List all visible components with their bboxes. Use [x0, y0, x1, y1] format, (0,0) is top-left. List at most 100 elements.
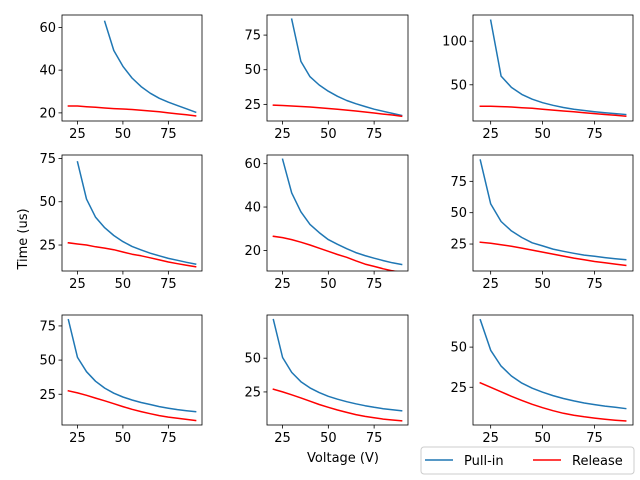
subplot-frame [61, 14, 203, 122]
subplot-series [479, 318, 627, 422]
x-tick-label: 25 [274, 127, 291, 142]
x-tick-label: 25 [274, 431, 291, 446]
series-line-pull-in [272, 318, 403, 412]
y-axis-label: Time (us) [16, 208, 31, 270]
subplot-frame [266, 314, 409, 426]
series-line-release [67, 105, 197, 117]
series-line-pull-in [76, 160, 197, 265]
y-tick-label: 50 [450, 341, 467, 356]
subplot-4: 25 50 75 25 50 75 [39, 152, 203, 292]
y-tick-label: 75 [450, 175, 467, 190]
subplot-series [67, 20, 197, 117]
subplot-series [272, 318, 403, 422]
x-tick-label: 75 [586, 277, 603, 292]
series-line-release [272, 235, 398, 271]
y-tick-label: 40 [39, 64, 56, 79]
series-line-release [272, 388, 403, 422]
x-tick-label: 50 [115, 431, 132, 446]
subplot-series [272, 18, 403, 118]
legend-label-release: Release [572, 454, 623, 469]
series-line-release [67, 241, 197, 268]
x-tick-label: 50 [534, 277, 551, 292]
series-line-pull-in [67, 318, 197, 413]
x-tick-label: 25 [482, 127, 499, 142]
subplot-frame [266, 14, 409, 122]
x-tick-label: 75 [586, 127, 603, 142]
y-tick-label: 50 [244, 352, 261, 367]
x-tick-label: 50 [534, 127, 551, 142]
y-tick-label: 50 [39, 195, 56, 210]
series-line-pull-in [479, 318, 627, 410]
y-tick-label: 25 [39, 239, 56, 254]
y-tick-label: 75 [244, 29, 261, 44]
y-tick-label: 20 [244, 244, 261, 259]
x-tick-label: 75 [366, 431, 383, 446]
legend: Pull-in Release [420, 446, 635, 475]
y-tick-label: 50 [450, 78, 467, 93]
legend-label-pull-in: Pull-in [464, 454, 504, 469]
x-tick-label: 25 [69, 277, 86, 292]
series-line-pull-in [103, 20, 197, 114]
series-line-release [67, 389, 197, 422]
series-line-pull-in [290, 18, 403, 117]
y-tick-label: 25 [450, 238, 467, 253]
y-tick-label: 60 [244, 157, 261, 172]
series-line-release [479, 381, 627, 422]
series-line-pull-in [489, 19, 627, 116]
subplot-series [67, 160, 197, 268]
x-tick-label: 50 [115, 127, 132, 142]
subplot-7: 25 50 75 25 50 75 [39, 314, 203, 446]
series-line-pull-in [281, 158, 403, 266]
subplot-frame [61, 154, 203, 272]
series-line-release [272, 104, 403, 118]
series-line-release [479, 241, 627, 267]
x-tick-label: 75 [366, 277, 383, 292]
series-line-release [479, 105, 627, 118]
x-tick-label: 75 [160, 431, 177, 446]
subplot-3: 25 50 75 50 100 [442, 14, 634, 142]
x-tick-label: 75 [586, 431, 603, 446]
y-tick-label: 50 [450, 206, 467, 221]
y-tick-label: 25 [39, 388, 56, 403]
subplot-panels: 25 50 75 20 40 60 25 50 75 25 50 75 25 50 75 50 100 25 50 7… [39, 14, 634, 446]
subplot-9: 25 50 75 25 50 [450, 314, 634, 446]
x-tick-label: 25 [274, 277, 291, 292]
x-tick-label: 75 [160, 277, 177, 292]
x-tick-label: 50 [320, 277, 337, 292]
y-tick-label: 50 [244, 63, 261, 78]
subplot-2: 25 50 75 25 50 75 [244, 14, 409, 142]
y-tick-label: 75 [39, 152, 56, 167]
subplot-6: 25 50 75 25 50 75 [450, 154, 634, 292]
subplot-8: 25 50 75 25 50 [244, 314, 409, 446]
y-tick-label: 25 [244, 98, 261, 113]
subplot-frame [472, 314, 634, 426]
x-tick-label: 50 [115, 277, 132, 292]
x-tick-label: 25 [69, 127, 86, 142]
x-tick-label: 25 [69, 431, 86, 446]
legend-frame [420, 446, 635, 475]
x-tick-label: 75 [160, 127, 177, 142]
y-tick-label: 60 [39, 21, 56, 36]
subplot-series [272, 158, 403, 271]
x-tick-label: 50 [320, 127, 337, 142]
y-tick-label: 20 [39, 106, 56, 121]
y-tick-label: 40 [244, 201, 261, 216]
y-tick-label: 50 [39, 354, 56, 369]
subplot-series [67, 318, 197, 422]
subplot-frame [472, 14, 634, 122]
subplot-series [479, 159, 627, 267]
subplot-5: 25 50 75 20 40 60 [244, 154, 409, 292]
subplot-1: 25 50 75 20 40 60 [39, 14, 203, 142]
y-tick-label: 25 [450, 381, 467, 396]
y-tick-label: 25 [244, 385, 261, 400]
y-tick-label: 100 [442, 35, 467, 50]
x-tick-label: 75 [366, 127, 383, 142]
x-tick-label: 25 [482, 277, 499, 292]
subplot-series [479, 19, 627, 118]
x-tick-label: 25 [482, 431, 499, 446]
x-axis-label: Voltage (V) [307, 451, 379, 466]
x-tick-label: 50 [320, 431, 337, 446]
x-tick-label: 50 [534, 431, 551, 446]
